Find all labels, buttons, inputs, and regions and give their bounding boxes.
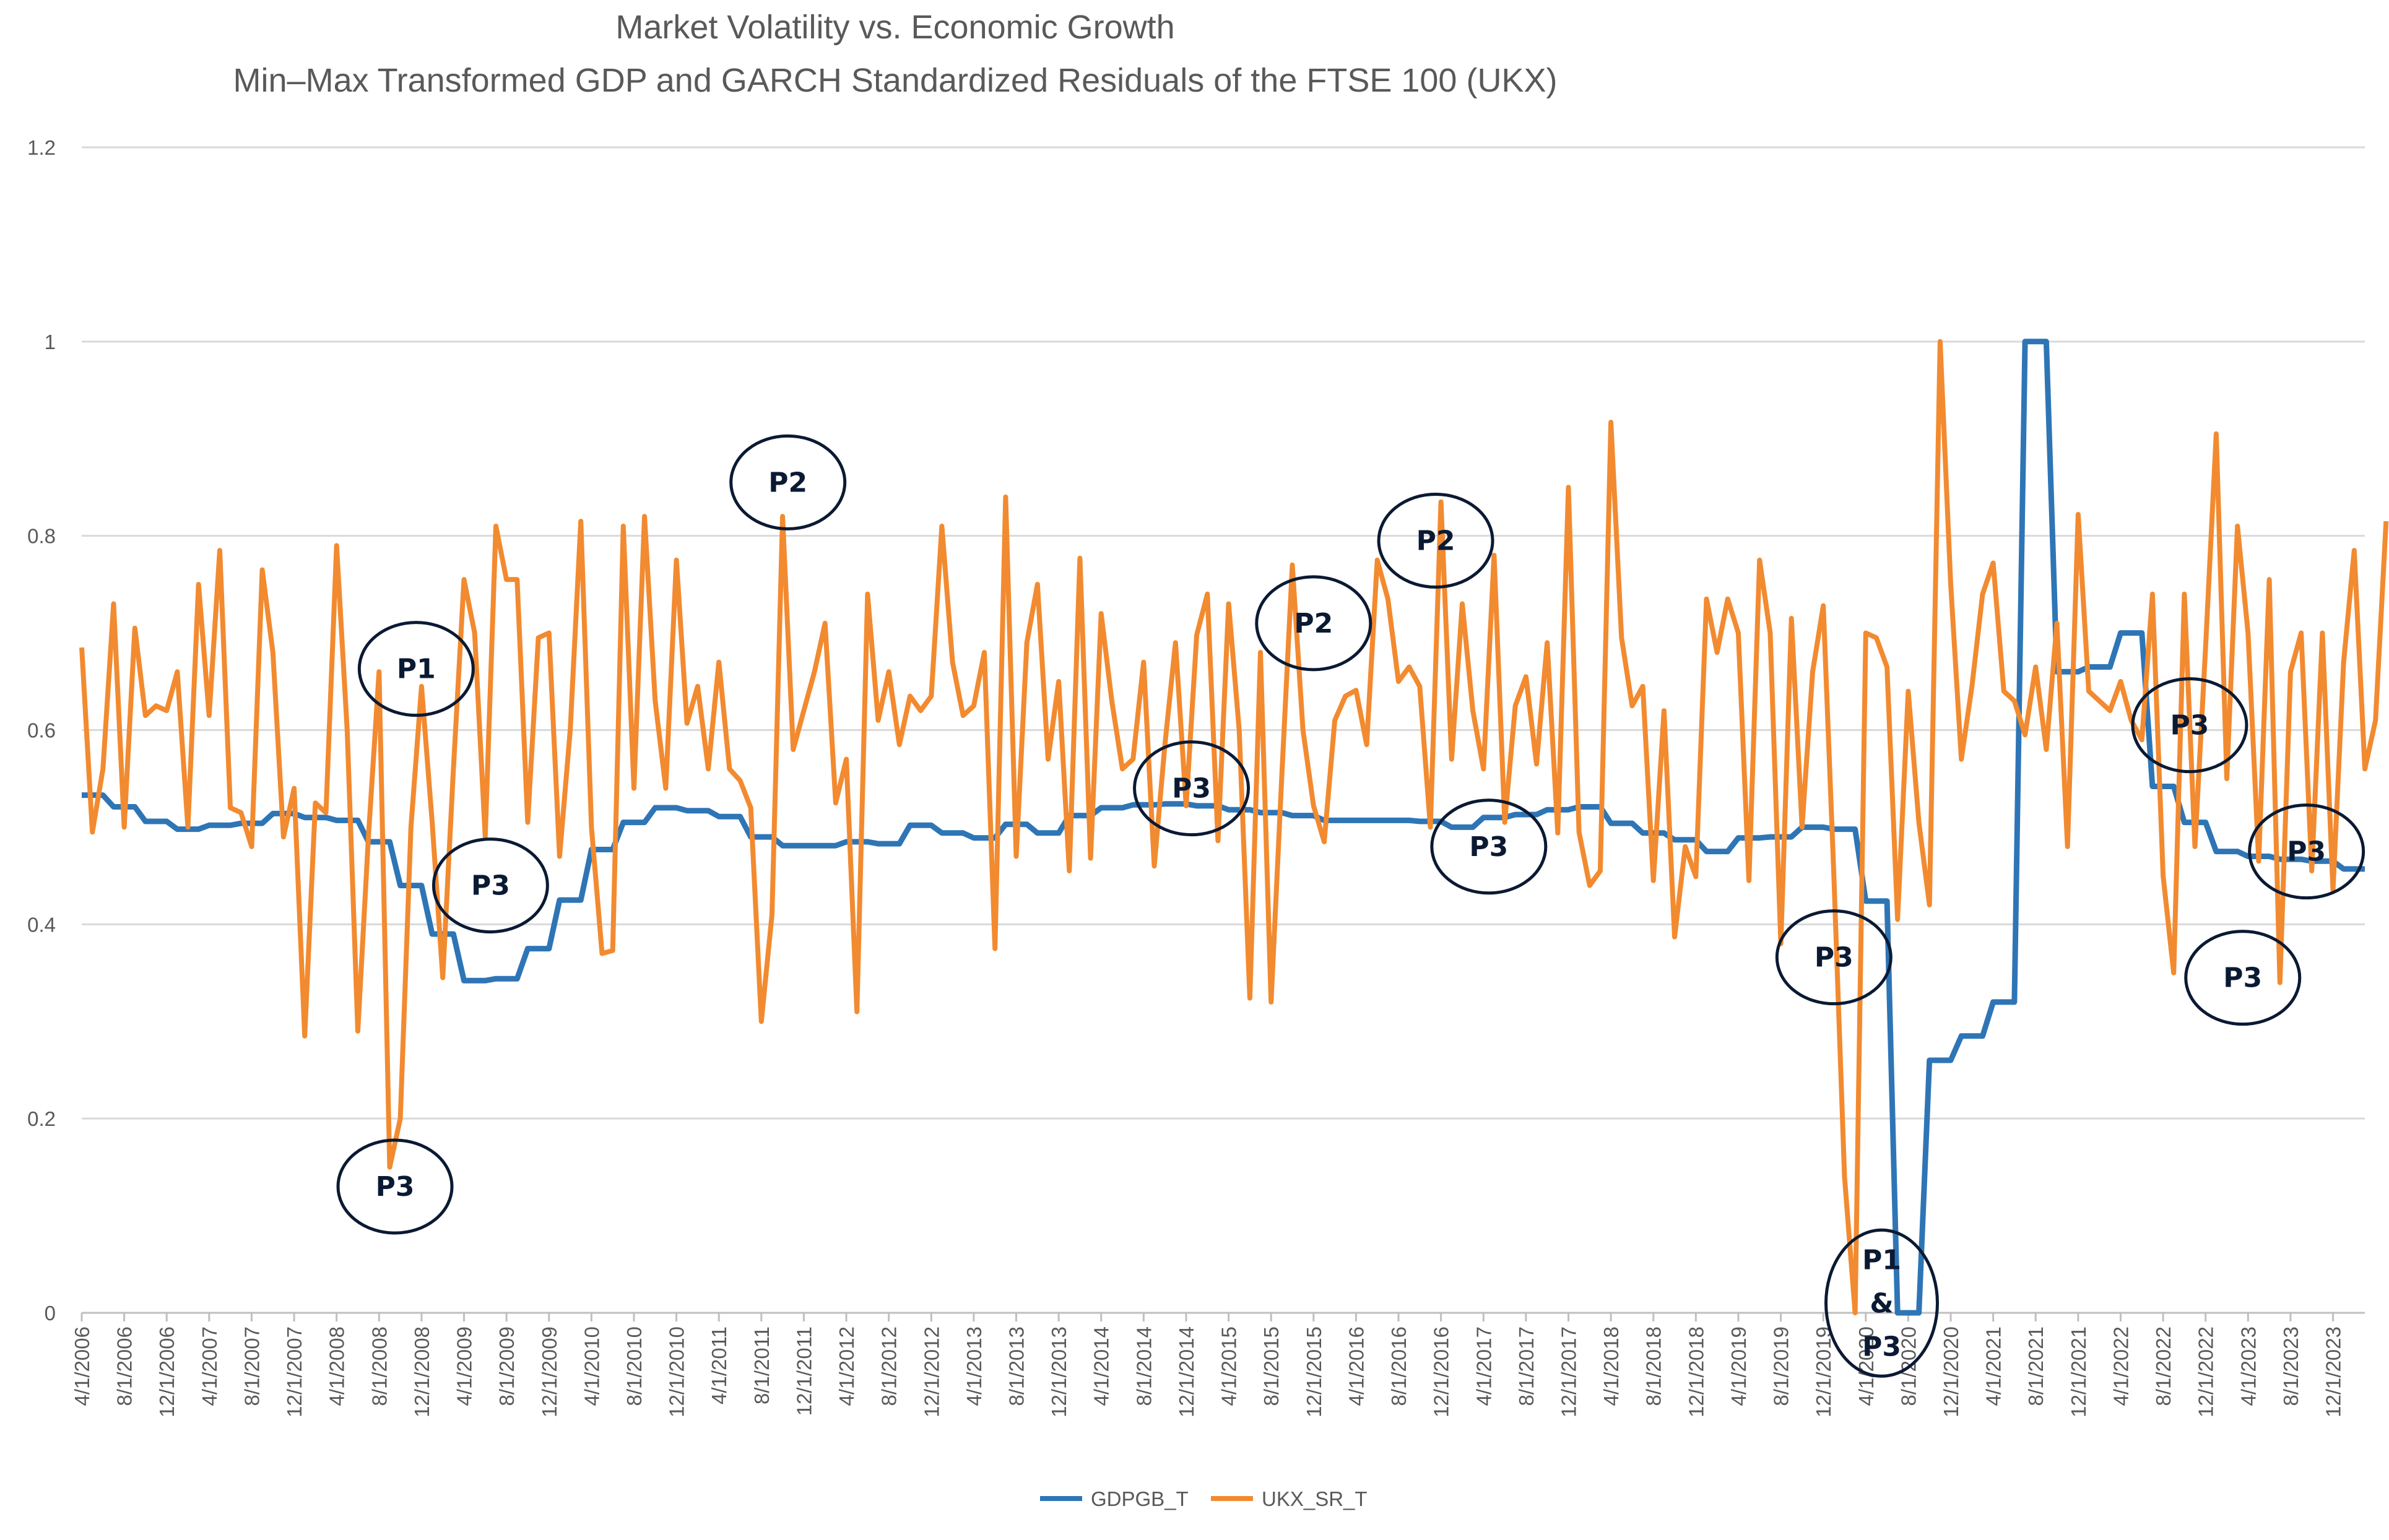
annotation-ellipse xyxy=(2184,930,2302,1026)
y-tick-label: 0.8 xyxy=(27,525,56,548)
annotation-label: P3 xyxy=(376,1171,415,1203)
x-tick-label: 12/1/2010 xyxy=(666,1326,688,1417)
annotation-ellipse xyxy=(1255,575,1372,672)
annotation-ellipse xyxy=(2131,677,2248,774)
y-tick-label: 0.4 xyxy=(27,913,56,936)
x-tick-label: 8/1/2011 xyxy=(750,1326,773,1404)
series-line-gdpgb-t xyxy=(82,339,2365,1316)
series-line-ukx-sr-t xyxy=(79,339,2389,1315)
annotation-ellipse xyxy=(1824,1228,1940,1378)
x-tick-label: 8/1/2008 xyxy=(368,1326,391,1406)
x-tick-label: 4/1/2022 xyxy=(2109,1326,2132,1406)
y-tick-label: 1 xyxy=(45,331,56,353)
annotation-ellipse xyxy=(431,837,549,934)
annotation-label: P3 xyxy=(1469,831,1508,863)
x-tick-label: 4/1/2014 xyxy=(1090,1326,1113,1406)
x-tick-label: 4/1/2008 xyxy=(326,1326,349,1406)
x-tick-label: 8/1/2006 xyxy=(113,1326,136,1406)
x-tick-label: 4/1/2006 xyxy=(71,1326,93,1406)
x-tick-label: 12/1/2014 xyxy=(1175,1326,1198,1417)
y-tick-label: 0.2 xyxy=(27,1107,56,1130)
x-tick-label: 8/1/2019 xyxy=(1770,1326,1793,1406)
x-tick-label: 8/1/2010 xyxy=(623,1326,646,1406)
annotation-ellipse xyxy=(357,621,475,717)
annotation-ellipse xyxy=(2248,803,2365,900)
x-tick-label: 12/1/2008 xyxy=(410,1326,433,1417)
x-tick-label: 4/1/2016 xyxy=(1345,1326,1368,1406)
x-tick-label: 4/1/2020 xyxy=(1855,1326,1878,1406)
x-tick-label: 12/1/2015 xyxy=(1303,1326,1325,1417)
annotation-ellipse xyxy=(1377,493,1494,589)
x-tick-label: 12/1/2009 xyxy=(538,1326,561,1417)
x-tick-label: 12/1/2021 xyxy=(2067,1326,2090,1417)
x-tick-label: 8/1/2021 xyxy=(2024,1326,2047,1406)
x-tick-label: 12/1/2022 xyxy=(2195,1326,2218,1417)
x-tick-label: 4/1/2010 xyxy=(580,1326,603,1406)
annotation-label: P2 xyxy=(1416,526,1455,557)
y-tick-label: 0 xyxy=(45,1302,56,1325)
x-tick-label: 8/1/2023 xyxy=(2279,1326,2302,1406)
x-tick-label: 12/1/2017 xyxy=(1557,1326,1580,1417)
x-tick-label: 12/1/2012 xyxy=(920,1326,943,1417)
y-tick-label: 1.2 xyxy=(27,136,56,159)
legend-label-ukx: UKX_SR_T xyxy=(1262,1487,1368,1510)
series-group xyxy=(79,339,2389,1316)
x-tick-label: 8/1/2007 xyxy=(240,1326,263,1406)
x-tick-label: 12/1/2013 xyxy=(1047,1326,1070,1417)
x-tick-label: 4/1/2018 xyxy=(1600,1326,1623,1406)
annotation-label: P2 xyxy=(1294,608,1333,639)
x-tick-label: 8/1/2015 xyxy=(1260,1326,1283,1406)
x-tick-label: 12/1/2018 xyxy=(1684,1326,1707,1417)
x-tick-label: 4/1/2011 xyxy=(708,1326,731,1404)
annotation-ellipse xyxy=(1775,909,1893,1006)
y-tick-label: 0.6 xyxy=(27,719,56,742)
annotation-ellipse xyxy=(336,1138,454,1235)
annotation-ellipse xyxy=(729,434,847,530)
x-tick-label: 12/1/2011 xyxy=(792,1326,815,1416)
x-tick-label: 8/1/2018 xyxy=(1642,1326,1665,1406)
x-tick-label: 4/1/2021 xyxy=(1982,1326,2005,1406)
x-tick-label: 4/1/2012 xyxy=(835,1326,858,1406)
annotation-label: P3 xyxy=(1172,773,1211,805)
x-tick-label: 12/1/2016 xyxy=(1430,1326,1453,1417)
annotation-label: P1 xyxy=(397,654,436,685)
x-tick-label: 4/1/2017 xyxy=(1472,1326,1495,1406)
x-tick-label: 8/1/2009 xyxy=(495,1326,518,1406)
x-tick-label: 12/1/2019 xyxy=(1812,1326,1835,1417)
x-tick-label: 8/1/2016 xyxy=(1387,1326,1410,1406)
x-tick-label: 12/1/2006 xyxy=(155,1326,178,1417)
x-tick-label: 4/1/2013 xyxy=(963,1326,986,1406)
annotation-label: P2 xyxy=(768,467,807,498)
x-tick-label: 8/1/2017 xyxy=(1515,1326,1538,1406)
y-axis: 0 0.2 0.4 0.6 0.8 1 1.2 xyxy=(27,136,56,1325)
annotation-label: P3 xyxy=(471,870,510,902)
annotation-label: P3 xyxy=(2287,836,2326,868)
x-tick-label: 8/1/2014 xyxy=(1132,1326,1155,1406)
x-axis: 4/1/2006 8/1/2006 12/1/2006 4/1/2007 8/1/200… xyxy=(71,1313,2345,1417)
x-tick-label: 4/1/2009 xyxy=(453,1326,476,1406)
x-tick-label: 8/1/2012 xyxy=(878,1326,901,1406)
x-tick-label: 8/1/2022 xyxy=(2152,1326,2175,1406)
chart-title: Market Volatility vs. Economic Growth xyxy=(615,9,1174,46)
annotation-label: P3 xyxy=(2223,962,2262,994)
annotations: P1 P3 P3 P2 P3 P2 P2 P3 P3 P1 & P3 P3 P3 P3 xyxy=(336,434,2365,1378)
x-tick-label: 4/1/2015 xyxy=(1218,1326,1241,1406)
x-tick-label: 8/1/2013 xyxy=(1005,1326,1028,1406)
annotation-ellipse xyxy=(1133,740,1251,837)
annotation-label: P3 xyxy=(2170,710,2209,742)
x-tick-label: 4/1/2007 xyxy=(198,1326,221,1406)
annotation-label: P3 xyxy=(1815,942,1854,974)
x-tick-label: 4/1/2019 xyxy=(1727,1326,1750,1406)
x-tick-label: 12/1/2020 xyxy=(1940,1326,1962,1417)
legend-label-gdpgb: GDPGB_T xyxy=(1091,1487,1189,1510)
legend: GDPGB_T UKX_SR_T xyxy=(1040,1487,1368,1510)
annotation-label: P1 & P3 xyxy=(1862,1244,1901,1362)
annotation-ellipse xyxy=(1430,798,1548,895)
chart-subtitle: Min–Max Transformed GDP and GARCH Standa… xyxy=(233,62,1558,99)
x-tick-label: 12/1/2007 xyxy=(283,1326,306,1417)
x-tick-label: 12/1/2023 xyxy=(2322,1326,2345,1417)
x-tick-label: 4/1/2023 xyxy=(2237,1326,2260,1406)
